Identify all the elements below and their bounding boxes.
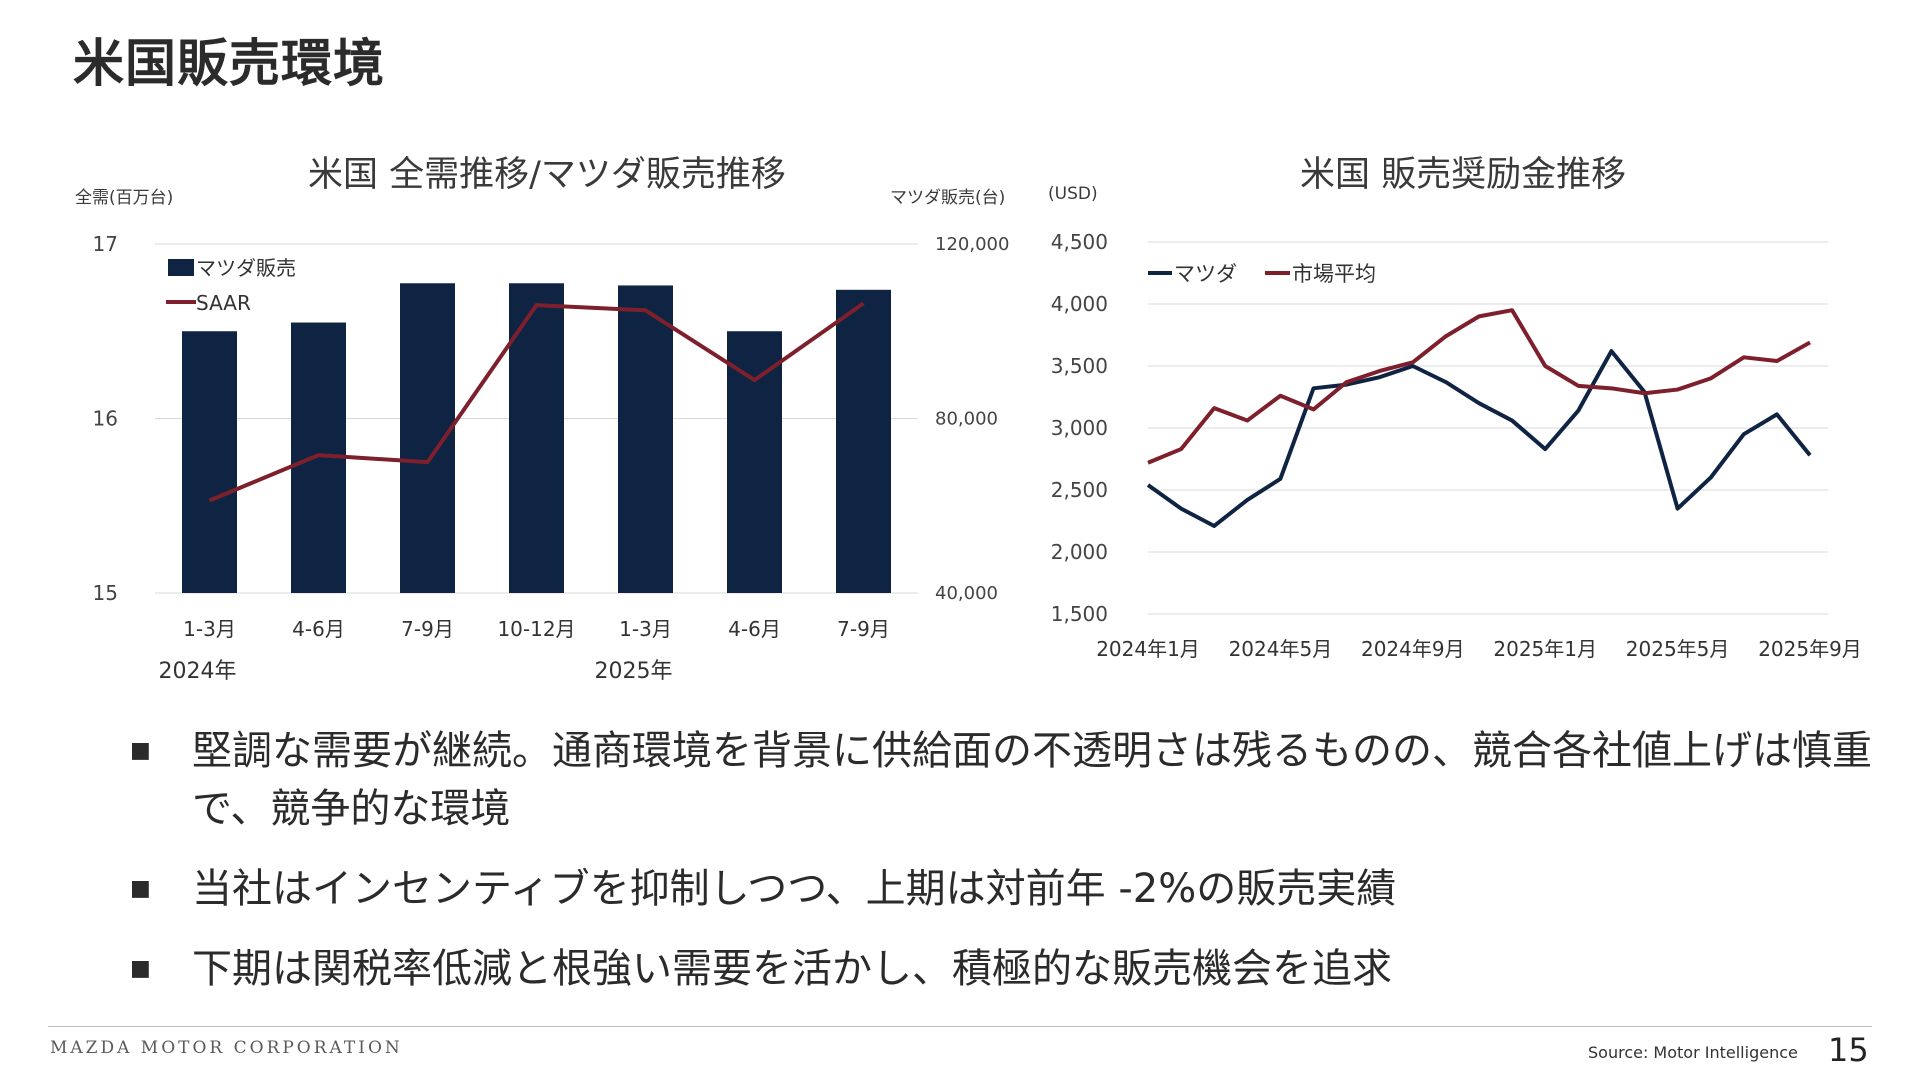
series-line — [1146, 349, 1812, 528]
year-label: 2024年 — [159, 659, 237, 684]
x-tick-label: 2025年9月 — [1758, 637, 1862, 661]
bullet-text: 当社はインセンティブを抑制しつつ、上期は対前年 -2%の販売実績 — [192, 866, 1397, 912]
x-tick-label: 2025年5月 — [1626, 637, 1730, 661]
bullet-item: ■ 当社はインセンティブを抑制しつつ、上期は対前年 -2%の販売実績 — [130, 860, 1890, 918]
legend-swatch-bar — [168, 259, 194, 276]
source-note: Source: Motor Intelligence — [1588, 1043, 1798, 1062]
bullet-square-icon: ■ — [130, 876, 151, 901]
y-tick-label: 3,000 — [1051, 416, 1108, 440]
bullet-item: ■ 堅調な需要が継続。通商環境を背景に供給面の不透明さは残るものの、競合各社値上げ… — [130, 722, 1890, 838]
bullet-square-icon: ■ — [130, 738, 151, 763]
legend-label: 市場平均 — [1292, 262, 1376, 286]
x-tick-label: 4-6月 — [292, 617, 345, 641]
x-tick-label: 7-9月 — [837, 617, 890, 641]
bullet-list: ■ 堅調な需要が継続。通商環境を背景に供給面の不透明さは残るものの、競合各社値上げ… — [130, 722, 1890, 1020]
company-name: MAZDA MOTOR CORPORATION — [50, 1038, 403, 1058]
bar-mazda-sales — [618, 285, 673, 593]
legend-label: マツダ — [1174, 262, 1237, 286]
right-tick-label: 120,000 — [935, 234, 1009, 255]
left-tick-label: 15 — [93, 581, 118, 605]
bullet-item: ■ 下期は関税率低減と根強い需要を活かし、積極的な販売機会を追求 — [130, 940, 1890, 998]
page-number: 15 — [1828, 1031, 1869, 1069]
chart2-svg: 4,500 4,000 3,500 3,000 2,500 2,000 1,500 2024年… — [1051, 230, 1862, 661]
chart1-right-axis-label: マツダ販売(台) — [890, 188, 1006, 208]
x-tick-label: 2024年9月 — [1361, 637, 1465, 661]
bar-mazda-sales — [836, 289, 891, 593]
chart2-y-axis-label: (USD) — [1048, 184, 1098, 204]
bar-mazda-sales — [400, 283, 455, 593]
x-tick-label: 10-12月 — [497, 617, 575, 641]
year-label: 2025年 — [595, 659, 673, 684]
x-tick-label: 1-3月 — [183, 617, 236, 641]
legend-label: SAAR — [196, 291, 251, 315]
x-tick-label: 1-3月 — [619, 617, 672, 641]
y-tick-label: 2,500 — [1051, 478, 1108, 502]
x-tick-label: 7-9月 — [401, 617, 454, 641]
y-tick-label: 4,000 — [1051, 292, 1108, 316]
x-tick-label: 2025年1月 — [1493, 637, 1597, 661]
y-tick-label: 4,500 — [1051, 230, 1108, 254]
footer-divider — [48, 1026, 1872, 1027]
legend-label: マツダ販売 — [196, 256, 296, 280]
x-tick-label: 2024年5月 — [1229, 637, 1333, 661]
y-tick-label: 2,000 — [1051, 540, 1108, 564]
right-tick-label: 40,000 — [935, 583, 998, 604]
bar-mazda-sales — [727, 331, 782, 593]
x-tick-label: 4-6月 — [728, 617, 781, 641]
left-tick-label: 17 — [93, 232, 118, 256]
series-line — [1147, 308, 1811, 465]
y-tick-label: 3,500 — [1051, 354, 1108, 378]
bullet-square-icon: ■ — [130, 956, 151, 981]
page-title: 米国販売環境 — [73, 35, 386, 94]
chart1-svg: 17 16 15 120,000 80,000 40,000 1-3月 4-6月 7-9月 10-… — [93, 232, 1010, 684]
left-tick-label: 16 — [93, 407, 118, 431]
bullet-text: 堅調な需要が継続。通商環境を背景に供給面の不透明さは残るものの、競合各社値上げは… — [192, 728, 1872, 832]
chart1-title: 米国 全需推移/マツダ販売推移 — [308, 155, 786, 195]
bar-mazda-sales — [182, 331, 237, 593]
chart2-title: 米国 販売奨励金推移 — [1300, 155, 1627, 195]
bullet-text: 下期は関税率低減と根強い需要を活かし、積極的な販売機会を追求 — [192, 946, 1392, 992]
y-tick-label: 1,500 — [1051, 602, 1108, 626]
series-line-saar — [208, 301, 865, 503]
x-tick-label: 2024年1月 — [1096, 637, 1200, 661]
right-tick-label: 80,000 — [935, 409, 998, 430]
chart1-left-axis-label: 全需(百万台) — [75, 188, 174, 208]
